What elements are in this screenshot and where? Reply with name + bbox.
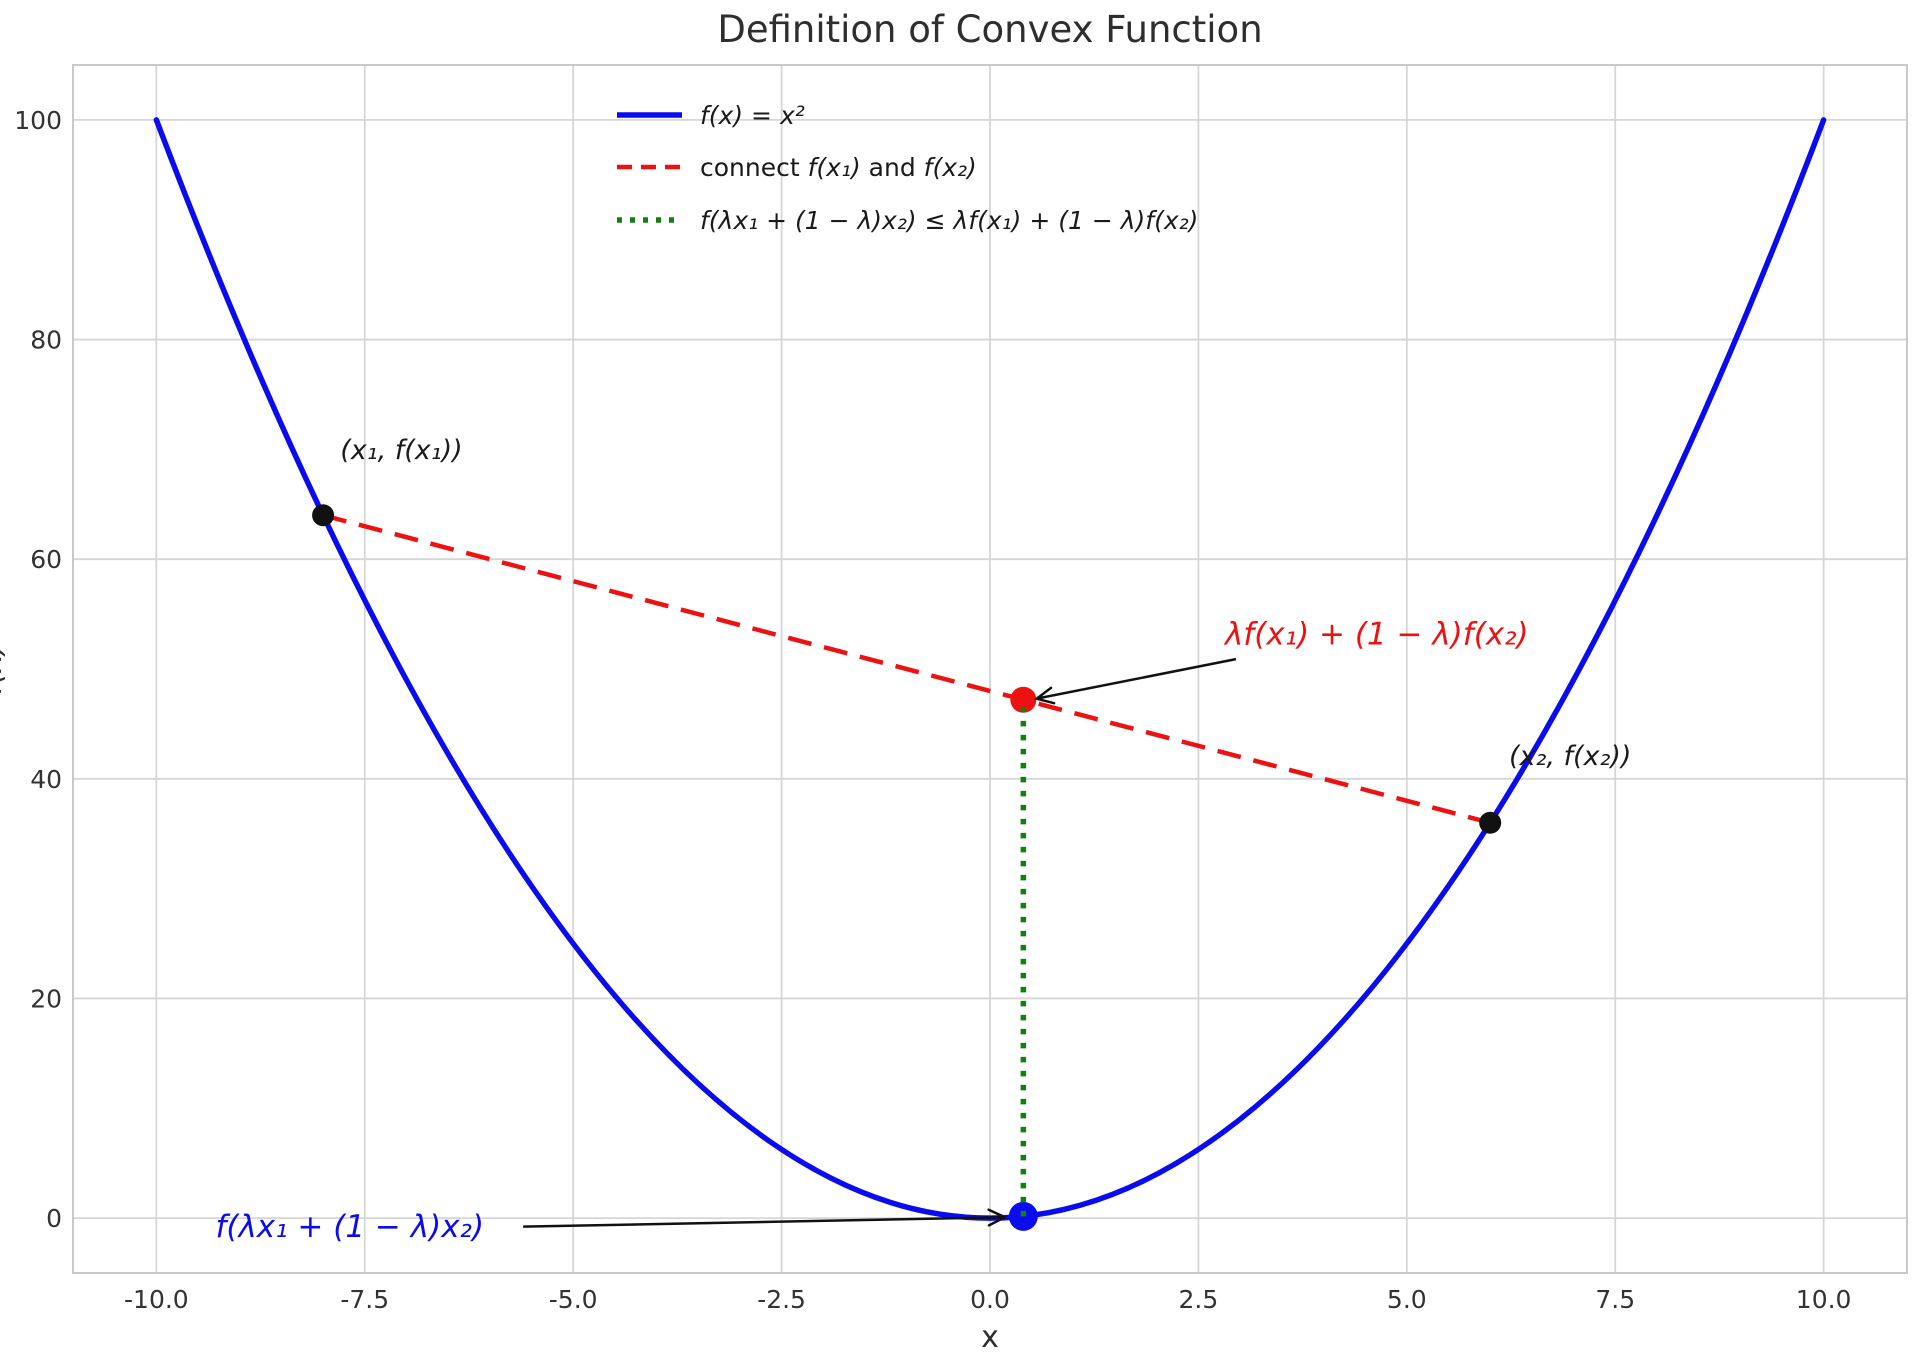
x-tick-label: -10.0 [124,1285,189,1314]
x-tick-label: -7.5 [340,1285,389,1314]
y-tick-label: 100 [14,106,62,135]
plot-area: -10.0 -7.5 -5.0 -2.5 0.0 2.5 5.0 7.5 10.0 0 20 40 60… [14,64,1908,1314]
chord-value-label: λf(x₁) + (1 − λ)f(x₂) [1223,617,1529,653]
x-tick-label: 2.5 [1179,1285,1219,1314]
legend-label: f(x) = x² [700,101,805,130]
x-tick-label: -5.0 [549,1285,598,1314]
x-tick-label: 0.0 [970,1285,1010,1314]
y-tick-label: 60 [30,545,62,574]
y-tick-label: 40 [30,765,62,794]
x-tick-label: 7.5 [1595,1285,1635,1314]
chart-title: Definition of Convex Function [717,8,1262,51]
y-tick-label: 80 [30,326,62,355]
x1-point-label: (x₁, f(x₁)) [340,435,462,466]
x-tick-label: -2.5 [757,1285,806,1314]
legend-label: f(λx₁ + (1 − λ)x₂) ≤ λf(x₁) + (1 − λ)f(x… [700,206,1198,235]
legend-label: connect f(x₁) and f(x₂) [700,153,977,182]
y-axis-label: f(x) [0,643,9,695]
x2-point-label: (x₂, f(x₂)) [1509,741,1631,772]
x1-point [312,504,335,527]
chord-line [322,513,1491,825]
y-tick-label: 20 [30,984,62,1013]
arrow-to-curve-point-head [987,1208,1008,1227]
arrow-to-chord-point [1036,657,1237,700]
arrow-to-curve-point [523,1215,1006,1228]
x2-point [1479,811,1502,834]
axes-spines [72,64,1908,1274]
y-tick-label: 0 [46,1204,62,1233]
x-tick-label: 10.0 [1796,1285,1852,1314]
chord-point [1010,686,1037,713]
arrow-to-chord-point-head [1033,686,1056,705]
x-axis-label: x [981,1320,999,1355]
curve-value-label: f(λx₁ + (1 − λ)x₂) [215,1209,484,1245]
x-tick-label: 5.0 [1387,1285,1427,1314]
